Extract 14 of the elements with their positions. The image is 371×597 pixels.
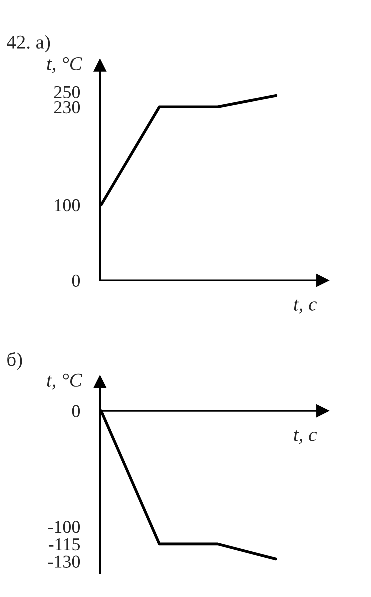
y-tick-label: -130 [48, 556, 80, 568]
x-axis-title: t, с [294, 430, 318, 444]
y-tick-label: 230 [54, 101, 80, 114]
y-axis-title: t, °C [47, 374, 83, 390]
y-tick-label: 0 [72, 405, 80, 418]
y-tick-label: -100 [48, 521, 80, 534]
chart-title: 42. а) [7, 35, 50, 53]
y-tick-label: 250 [54, 86, 80, 99]
y-axis-title: t, °C [47, 57, 83, 74]
y-tick-label: 100 [55, 199, 80, 212]
y-tick-label: 0 [72, 274, 80, 288]
chart-title: б) [8, 352, 22, 370]
y-tick-label: -115 [48, 538, 80, 551]
x-axis-title: t, с [294, 300, 318, 314]
